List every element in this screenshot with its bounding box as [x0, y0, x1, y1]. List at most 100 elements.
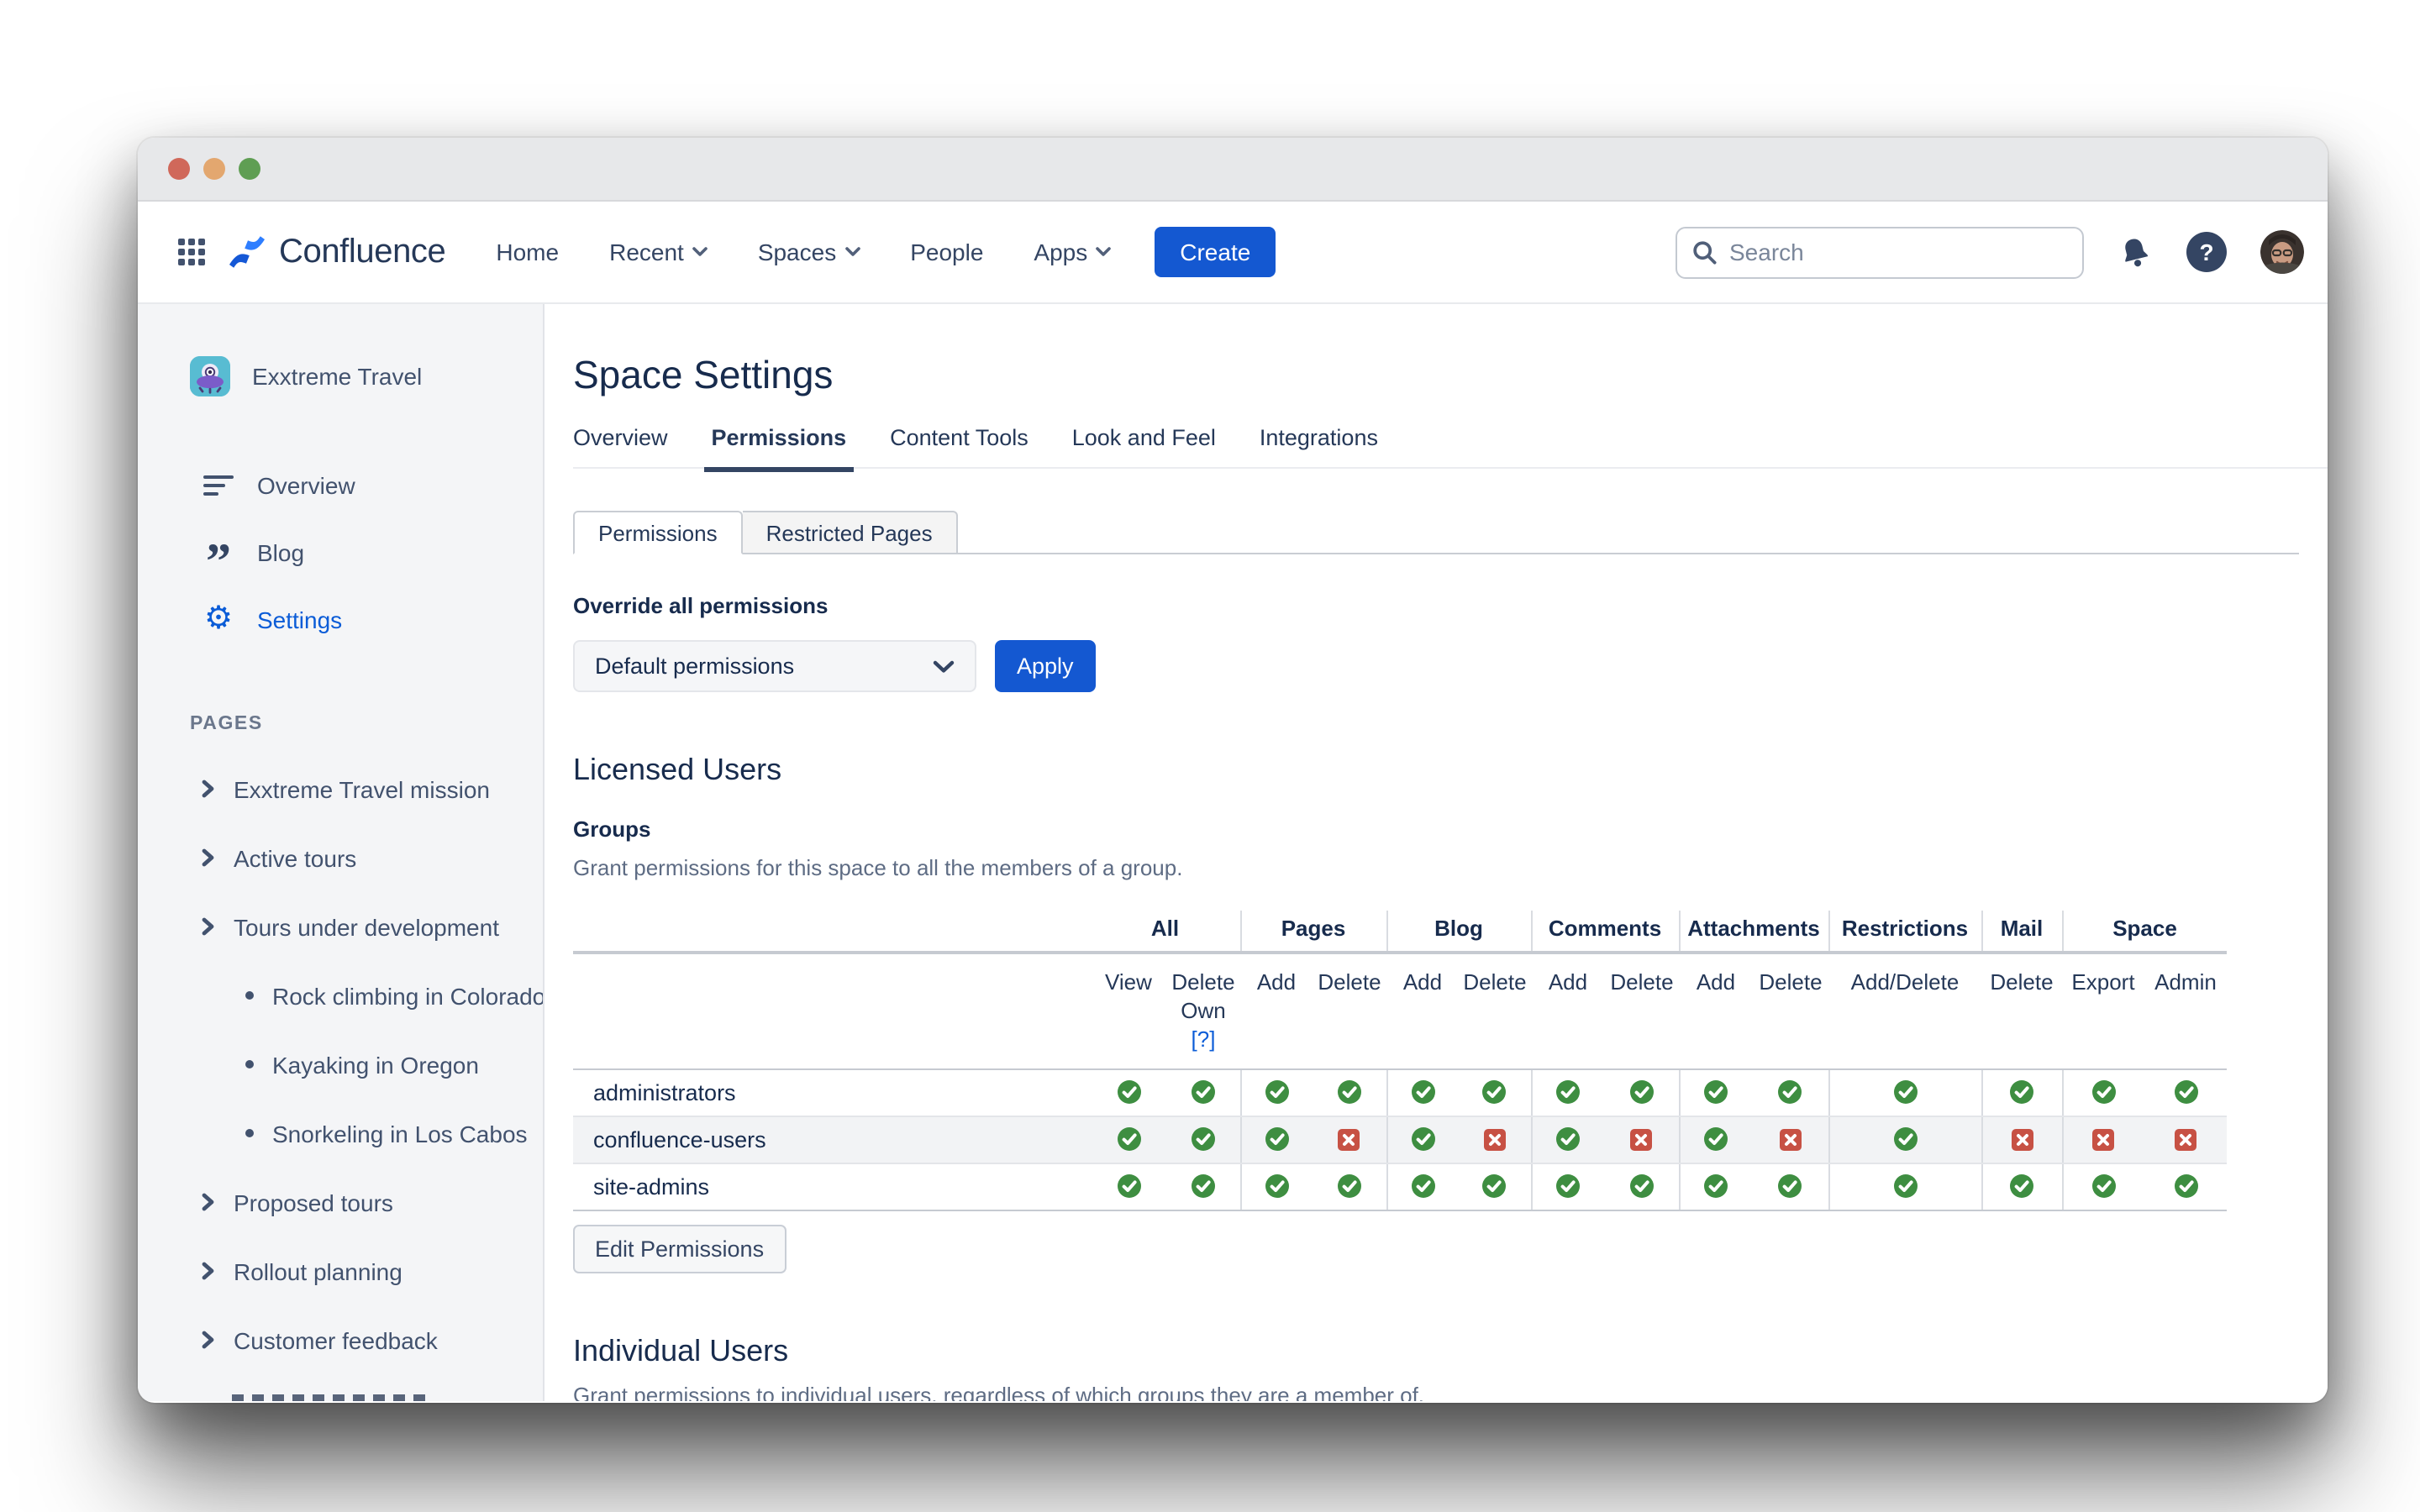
page-item-exxtreme-travel-mission[interactable]: Exxtreme Travel mission [138, 754, 543, 823]
permission-granted-icon [1778, 1080, 1802, 1105]
permission-denied-icon [2011, 1128, 2033, 1151]
page-item-rollout-planning[interactable]: Rollout planning [138, 1236, 543, 1305]
permission-denied-icon [1630, 1128, 1653, 1151]
edit-permissions-button[interactable]: Edit Permissions [573, 1225, 786, 1273]
permission-subtabs: Permissions Restricted Pages [573, 511, 2299, 554]
permission-denied-icon [1483, 1128, 1506, 1151]
permission-denied-icon [1779, 1128, 1802, 1151]
sidebar-item-label: Overview [257, 472, 355, 499]
dropdown-selected-value: Default permissions [595, 654, 795, 679]
perm-confluence-users-6 [1530, 1116, 1605, 1164]
perm-administrators-2 [1239, 1069, 1313, 1117]
tab-integrations[interactable]: Integrations [1259, 425, 1378, 450]
permission-granted-icon [1265, 1174, 1289, 1199]
page-item-label: Kayaking in Oregon [272, 1051, 479, 1078]
permission-granted-icon [1556, 1174, 1581, 1199]
top-navbar: Confluence Home Recent Spaces People Apps Cr… [138, 202, 2328, 304]
permission-granted-icon [1629, 1174, 1654, 1199]
delete-own-help-link[interactable]: [?] [1191, 1026, 1216, 1052]
subtab-permissions[interactable]: Permissions [573, 511, 743, 554]
sidebar-item-overview[interactable]: Overview [138, 452, 543, 519]
nav-item-label: People [910, 239, 984, 265]
perm-administrators-1 [1166, 1069, 1240, 1117]
sidebar-item-settings[interactable]: ⚙ Settings [138, 586, 543, 654]
page-item-label: Rock climbing in Colorado [272, 982, 543, 1009]
search-box[interactable] [1676, 226, 2084, 278]
permission-granted-icon [1893, 1174, 1917, 1199]
perm-administrators-8 [1678, 1069, 1753, 1117]
perm-administrators-0 [1091, 1069, 1166, 1117]
blog-icon: ” [206, 534, 231, 590]
perm-confluence-users-7 [1605, 1116, 1679, 1164]
apply-button[interactable]: Apply [995, 640, 1096, 692]
group-name: site-admins [573, 1163, 1091, 1211]
permission-granted-icon [1117, 1174, 1140, 1199]
settings-tabs: Overview Permissions Content Tools Look and… [573, 425, 2328, 472]
permission-granted-icon [1482, 1174, 1507, 1199]
page-item-rock-climbing-in-colorado[interactable]: Rock climbing in Colorado [138, 961, 543, 1030]
nav-item-apps[interactable]: Apps [1034, 239, 1112, 265]
page-title: Space Settings [573, 353, 834, 396]
override-heading: Override all permissions [573, 593, 829, 618]
permissions-dropdown[interactable]: Default permissions [573, 640, 976, 692]
permission-granted-icon [1556, 1080, 1581, 1105]
create-button[interactable]: Create [1155, 227, 1276, 277]
primary-nav: Home Recent Spaces People Apps [496, 239, 1112, 265]
permission-granted-icon [1337, 1174, 1361, 1199]
nav-item-people[interactable]: People [910, 239, 983, 265]
help-icon[interactable]: ? [2186, 232, 2227, 272]
permission-granted-icon [2010, 1080, 2033, 1105]
perm-site-admins-0 [1091, 1163, 1166, 1211]
sub-header-1-delete-own: Delete Own [?] [1166, 953, 1240, 1070]
perm-confluence-users-3 [1313, 1116, 1386, 1164]
perm-administrators-4 [1386, 1069, 1459, 1117]
tab-look-and-feel[interactable]: Look and Feel [1071, 425, 1216, 450]
perm-site-admins-5 [1459, 1163, 1531, 1211]
perm-confluence-users-10 [1828, 1116, 1981, 1164]
nav-item-home[interactable]: Home [496, 239, 559, 265]
perm-site-admins-1 [1166, 1163, 1240, 1211]
user-avatar[interactable] [2260, 230, 2304, 274]
perm-confluence-users-8 [1678, 1116, 1753, 1164]
sub-header-9-delete: Delete [1753, 953, 1828, 1070]
space-header[interactable]: Exxtreme Travel [138, 344, 543, 408]
tab-content-tools[interactable]: Content Tools [890, 425, 1028, 450]
tab-overview[interactable]: Overview [573, 425, 668, 450]
pages-tree: Exxtreme Travel mission Active tours Tours… [138, 754, 543, 1374]
minimize-window-button[interactable] [203, 158, 225, 180]
column-group-mail: Mail [1981, 911, 2062, 954]
search-input[interactable] [1729, 239, 2067, 265]
clipped-page-item[interactable] [232, 1394, 430, 1401]
perm-administrators-9 [1753, 1069, 1828, 1117]
page-item-proposed-tours[interactable]: Proposed tours [138, 1168, 543, 1236]
permission-granted-icon [1117, 1080, 1140, 1105]
perm-site-admins-10 [1828, 1163, 1981, 1211]
app-switcher-icon[interactable] [178, 239, 205, 265]
perm-site-admins-11 [1981, 1163, 2062, 1211]
confluence-logo[interactable]: Confluence [227, 232, 446, 272]
page-item-label: Active tours [234, 844, 357, 871]
sub-header-2-add: Add [1240, 953, 1313, 1070]
nav-item-spaces[interactable]: Spaces [758, 239, 860, 265]
notifications-bell-icon[interactable] [2114, 231, 2157, 274]
maximize-window-button[interactable] [239, 158, 260, 180]
page-item-kayaking-in-oregon[interactable]: Kayaking in Oregon [138, 1030, 543, 1099]
permission-granted-icon [1265, 1080, 1289, 1105]
page-item-customer-feedback[interactable]: Customer feedback [138, 1305, 543, 1374]
close-window-button[interactable] [168, 158, 190, 180]
nav-item-recent[interactable]: Recent [609, 239, 708, 265]
permission-denied-icon [1338, 1128, 1360, 1151]
subtab-restricted-pages[interactable]: Restricted Pages [742, 511, 958, 554]
perm-confluence-users-2 [1239, 1116, 1313, 1164]
page-item-tours-under-development[interactable]: Tours under development [138, 892, 543, 961]
perm-administrators-12 [2061, 1069, 2144, 1117]
groups-heading: Groups [573, 816, 651, 842]
page-item-active-tours[interactable]: Active tours [138, 823, 543, 892]
nav-item-label: Home [496, 239, 560, 265]
page-item-snorkeling-in-los-cabos[interactable]: Snorkeling in Los Cabos [138, 1099, 543, 1168]
tab-permissions[interactable]: Permissions [704, 425, 854, 472]
permission-granted-icon [1482, 1080, 1507, 1105]
chevron-right-icon [202, 917, 214, 936]
sub-header-0-view: View [1091, 953, 1166, 1070]
sidebar-item-blog[interactable]: ” Blog [138, 519, 543, 590]
